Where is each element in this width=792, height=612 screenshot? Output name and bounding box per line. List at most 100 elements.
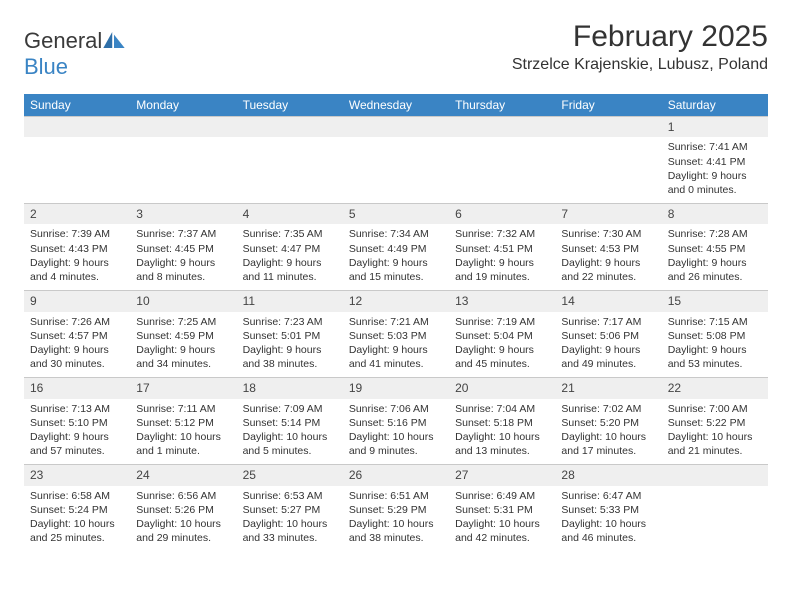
calendar-day-cell: 3Sunrise: 7:37 AMSunset: 4:45 PMDaylight…: [130, 204, 236, 291]
daylight-text: Daylight: 9 hours and 38 minutes.: [243, 343, 337, 371]
day-content: Sunrise: 7:37 AMSunset: 4:45 PMDaylight:…: [130, 224, 236, 290]
daylight-text: Daylight: 9 hours and 57 minutes.: [30, 430, 124, 458]
day-number: [343, 117, 449, 137]
calendar-day-cell: 28Sunrise: 6:47 AMSunset: 5:33 PMDayligh…: [555, 465, 661, 552]
sunrise-text: Sunrise: 7:37 AM: [136, 227, 230, 241]
day-number: 2: [24, 204, 130, 224]
day-number: 21: [555, 378, 661, 398]
sunrise-text: Sunrise: 7:06 AM: [349, 402, 443, 416]
day-content: Sunrise: 7:28 AMSunset: 4:55 PMDaylight:…: [662, 224, 768, 290]
calendar-day-cell: 17Sunrise: 7:11 AMSunset: 5:12 PMDayligh…: [130, 378, 236, 465]
sunrise-text: Sunrise: 7:09 AM: [243, 402, 337, 416]
calendar-day-cell: [343, 117, 449, 204]
sunrise-text: Sunrise: 7:13 AM: [30, 402, 124, 416]
day-content: Sunrise: 7:02 AMSunset: 5:20 PMDaylight:…: [555, 399, 661, 465]
sunset-text: Sunset: 4:55 PM: [668, 242, 762, 256]
sunset-text: Sunset: 5:20 PM: [561, 416, 655, 430]
daylight-text: Daylight: 9 hours and 26 minutes.: [668, 256, 762, 284]
calendar-day-cell: 11Sunrise: 7:23 AMSunset: 5:01 PMDayligh…: [237, 291, 343, 378]
weekday-header: Thursday: [449, 94, 555, 117]
day-content: Sunrise: 7:23 AMSunset: 5:01 PMDaylight:…: [237, 312, 343, 378]
day-content: Sunrise: 7:21 AMSunset: 5:03 PMDaylight:…: [343, 312, 449, 378]
day-content: Sunrise: 7:17 AMSunset: 5:06 PMDaylight:…: [555, 312, 661, 378]
calendar-table: SundayMondayTuesdayWednesdayThursdayFrid…: [24, 94, 768, 551]
day-number: 18: [237, 378, 343, 398]
calendar-day-cell: 21Sunrise: 7:02 AMSunset: 5:20 PMDayligh…: [555, 378, 661, 465]
calendar-day-cell: 9Sunrise: 7:26 AMSunset: 4:57 PMDaylight…: [24, 291, 130, 378]
calendar-day-cell: 2Sunrise: 7:39 AMSunset: 4:43 PMDaylight…: [24, 204, 130, 291]
sunrise-text: Sunrise: 7:23 AM: [243, 315, 337, 329]
calendar-day-cell: 22Sunrise: 7:00 AMSunset: 5:22 PMDayligh…: [662, 378, 768, 465]
sunset-text: Sunset: 4:43 PM: [30, 242, 124, 256]
sunrise-text: Sunrise: 6:56 AM: [136, 489, 230, 503]
sunrise-text: Sunrise: 7:21 AM: [349, 315, 443, 329]
sunrise-text: Sunrise: 7:26 AM: [30, 315, 124, 329]
day-content: Sunrise: 7:15 AMSunset: 5:08 PMDaylight:…: [662, 312, 768, 378]
daylight-text: Daylight: 9 hours and 41 minutes.: [349, 343, 443, 371]
day-content: Sunrise: 7:09 AMSunset: 5:14 PMDaylight:…: [237, 399, 343, 465]
day-content: Sunrise: 6:49 AMSunset: 5:31 PMDaylight:…: [449, 486, 555, 552]
logo-sail-icon: [103, 32, 125, 48]
title-block: February 2025 Strzelce Krajenskie, Lubus…: [512, 20, 768, 74]
daylight-text: Daylight: 9 hours and 15 minutes.: [349, 256, 443, 284]
sunrise-text: Sunrise: 7:25 AM: [136, 315, 230, 329]
day-content: Sunrise: 7:19 AMSunset: 5:04 PMDaylight:…: [449, 312, 555, 378]
sunset-text: Sunset: 5:27 PM: [243, 503, 337, 517]
daylight-text: Daylight: 9 hours and 53 minutes.: [668, 343, 762, 371]
logo: General Blue: [24, 20, 125, 80]
day-number: 23: [24, 465, 130, 485]
sunrise-text: Sunrise: 6:47 AM: [561, 489, 655, 503]
sunset-text: Sunset: 5:24 PM: [30, 503, 124, 517]
day-number: 10: [130, 291, 236, 311]
calendar-day-cell: 20Sunrise: 7:04 AMSunset: 5:18 PMDayligh…: [449, 378, 555, 465]
day-number: 22: [662, 378, 768, 398]
day-number: 20: [449, 378, 555, 398]
calendar-day-cell: 16Sunrise: 7:13 AMSunset: 5:10 PMDayligh…: [24, 378, 130, 465]
day-content: Sunrise: 7:41 AMSunset: 4:41 PMDaylight:…: [662, 137, 768, 203]
day-content: Sunrise: 7:39 AMSunset: 4:43 PMDaylight:…: [24, 224, 130, 290]
day-number: [449, 117, 555, 137]
sunrise-text: Sunrise: 7:00 AM: [668, 402, 762, 416]
day-number: 8: [662, 204, 768, 224]
day-content: Sunrise: 6:47 AMSunset: 5:33 PMDaylight:…: [555, 486, 661, 552]
sunrise-text: Sunrise: 6:53 AM: [243, 489, 337, 503]
calendar-week-row: 2Sunrise: 7:39 AMSunset: 4:43 PMDaylight…: [24, 204, 768, 291]
daylight-text: Daylight: 9 hours and 4 minutes.: [30, 256, 124, 284]
day-content: Sunrise: 7:13 AMSunset: 5:10 PMDaylight:…: [24, 399, 130, 465]
weekday-header: Saturday: [662, 94, 768, 117]
weekday-header: Monday: [130, 94, 236, 117]
day-number: 13: [449, 291, 555, 311]
day-content: Sunrise: 7:35 AMSunset: 4:47 PMDaylight:…: [237, 224, 343, 290]
header: General Blue February 2025 Strzelce Kraj…: [24, 20, 768, 80]
calendar-day-cell: 14Sunrise: 7:17 AMSunset: 5:06 PMDayligh…: [555, 291, 661, 378]
sunrise-text: Sunrise: 6:49 AM: [455, 489, 549, 503]
calendar-header-row: SundayMondayTuesdayWednesdayThursdayFrid…: [24, 94, 768, 117]
calendar-day-cell: 24Sunrise: 6:56 AMSunset: 5:26 PMDayligh…: [130, 465, 236, 552]
sunset-text: Sunset: 5:01 PM: [243, 329, 337, 343]
calendar-day-cell: 27Sunrise: 6:49 AMSunset: 5:31 PMDayligh…: [449, 465, 555, 552]
day-content: Sunrise: 6:58 AMSunset: 5:24 PMDaylight:…: [24, 486, 130, 552]
sunrise-text: Sunrise: 7:02 AM: [561, 402, 655, 416]
calendar-day-cell: 18Sunrise: 7:09 AMSunset: 5:14 PMDayligh…: [237, 378, 343, 465]
calendar-day-cell: [24, 117, 130, 204]
day-number: 19: [343, 378, 449, 398]
weekday-header: Friday: [555, 94, 661, 117]
calendar-day-cell: [555, 117, 661, 204]
day-number: 11: [237, 291, 343, 311]
sunset-text: Sunset: 5:16 PM: [349, 416, 443, 430]
weekday-header: Sunday: [24, 94, 130, 117]
day-number: 28: [555, 465, 661, 485]
logo-text: General Blue: [24, 28, 125, 80]
day-number: [555, 117, 661, 137]
sunset-text: Sunset: 5:03 PM: [349, 329, 443, 343]
logo-word-1: General: [24, 28, 102, 53]
sunrise-text: Sunrise: 7:35 AM: [243, 227, 337, 241]
sunset-text: Sunset: 5:06 PM: [561, 329, 655, 343]
calendar-week-row: 9Sunrise: 7:26 AMSunset: 4:57 PMDaylight…: [24, 291, 768, 378]
sunrise-text: Sunrise: 6:58 AM: [30, 489, 124, 503]
day-number: 3: [130, 204, 236, 224]
daylight-text: Daylight: 10 hours and 42 minutes.: [455, 517, 549, 545]
calendar-day-cell: 7Sunrise: 7:30 AMSunset: 4:53 PMDaylight…: [555, 204, 661, 291]
calendar-week-row: 23Sunrise: 6:58 AMSunset: 5:24 PMDayligh…: [24, 465, 768, 552]
daylight-text: Daylight: 10 hours and 9 minutes.: [349, 430, 443, 458]
